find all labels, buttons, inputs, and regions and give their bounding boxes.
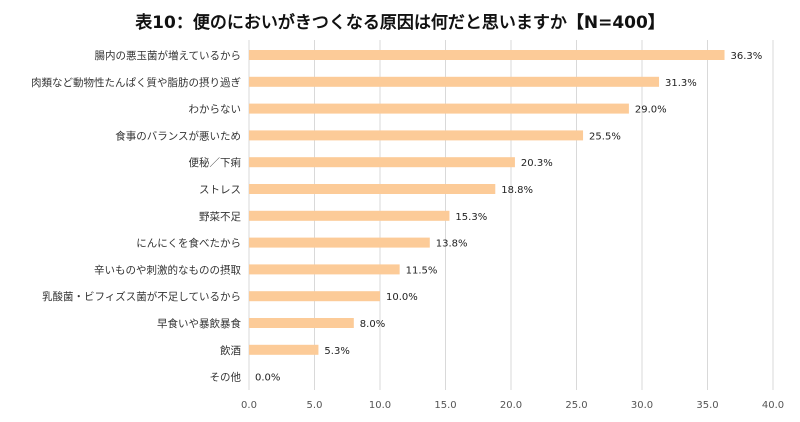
x-tick-label: 40.0 [762, 400, 784, 411]
bar [249, 103, 629, 114]
bars [249, 50, 725, 355]
value-label: 29.0% [635, 105, 667, 116]
category-label: 辛いものや刺激的なものの摂取 [94, 263, 241, 276]
x-tick-label: 15.0 [434, 400, 456, 411]
bar [249, 130, 584, 141]
x-tick-label: 10.0 [369, 400, 391, 411]
value-label: 31.3% [665, 78, 697, 89]
category-label: 腸内の悪玉菌が増えているから [95, 49, 241, 62]
x-tick-label: 25.0 [565, 400, 587, 411]
value-label: 11.5% [406, 265, 438, 276]
value-label: 10.0% [386, 292, 418, 303]
category-label: ストレス [199, 184, 241, 196]
x-tick-label: 5.0 [307, 400, 323, 411]
category-label: その他 [210, 371, 242, 384]
bar [249, 76, 660, 87]
x-tick-label: 20.0 [500, 400, 522, 411]
category-labels: 腸内の悪玉菌が増えているから肉類など動物性たんぱく質や脂肪の摂り過ぎわからない食… [31, 49, 241, 384]
x-tick-label: 0.0 [241, 400, 257, 411]
category-label: 肉類など動物性たんぱく質や脂肪の摂り過ぎ [31, 76, 241, 89]
category-label: 便秘／下痢 [189, 156, 242, 169]
bar [249, 210, 450, 221]
bar [249, 344, 319, 355]
value-label: 20.3% [521, 158, 553, 169]
x-tick-label: 35.0 [696, 400, 718, 411]
bar [249, 264, 400, 275]
value-label: 8.0% [360, 319, 385, 330]
category-label: わからない [189, 104, 242, 116]
value-label: 0.0% [255, 373, 280, 384]
chart-title: 表10：便のにおいがきつくなる原因は何だと思いますか【N=400】 [135, 13, 665, 33]
value-label: 13.8% [436, 239, 468, 250]
value-label: 15.3% [455, 212, 487, 223]
bar [249, 50, 725, 60]
category-label: 飲酒 [220, 344, 241, 357]
value-labels: 36.3% 31.3% 29.0% 25.5% 20.3% 18.8% 15.3% 13.8%… [255, 51, 762, 384]
category-label: 乳酸菌・ビフィズス菌が不足しているから [42, 290, 241, 303]
value-label: 25.5% [589, 131, 621, 142]
x-tick-label: 30.0 [631, 400, 653, 411]
bar [249, 237, 430, 248]
category-label: 早食いや暴飲暴食 [157, 317, 241, 330]
value-label: 5.3% [324, 346, 349, 357]
value-label: 18.8% [501, 185, 533, 196]
bar [249, 318, 354, 328]
x-axis-ticks: 0.0 5.0 10.0 15.0 20.0 25.0 30.0 35.0 40.0 [241, 400, 784, 411]
category-label: にんにくを食べたから [136, 237, 241, 250]
bar [249, 291, 380, 302]
bar [249, 184, 496, 194]
category-label: 食事のバランスが悪いため [115, 129, 241, 142]
category-label: 野菜不足 [199, 211, 241, 223]
bar [249, 157, 515, 168]
value-label: 36.3% [731, 51, 763, 62]
